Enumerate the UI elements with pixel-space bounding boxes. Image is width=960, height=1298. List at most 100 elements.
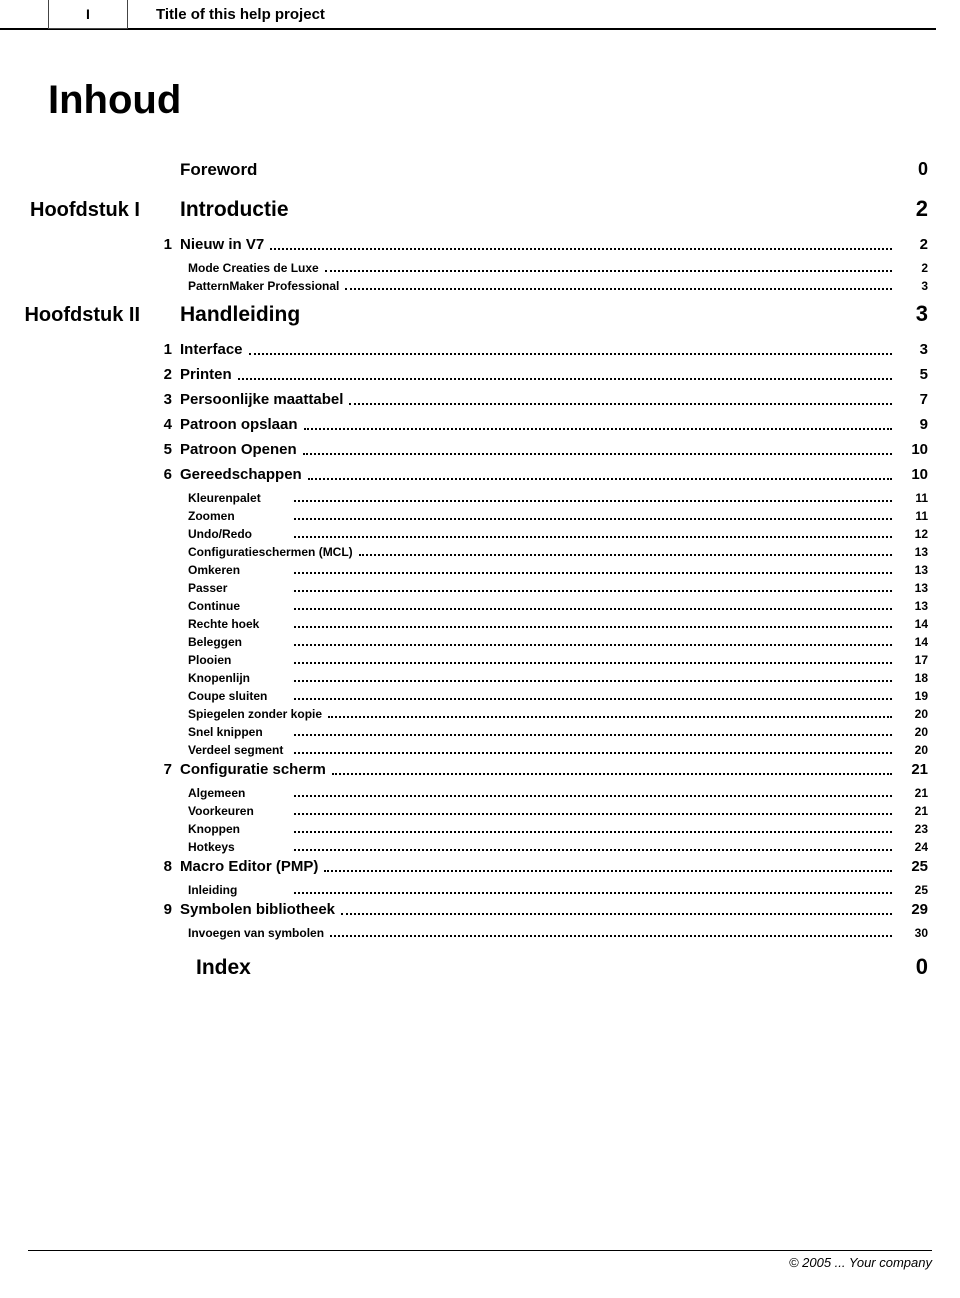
toc-section-number: 3 [148,391,172,408]
dot-leader [345,288,892,290]
toc-subsection: Beleggen14 [0,635,928,649]
dot-leader [294,518,892,520]
dot-leader [294,795,892,797]
toc-page: 20 [896,725,928,739]
toc-label: Interface [172,341,243,358]
toc-subsection: Omkeren13 [0,563,928,577]
header-title: Title of this help project [156,6,325,23]
toc-page: 9 [896,416,928,433]
dot-leader [294,752,892,754]
toc-sub-label: Verdeel segment [148,743,288,757]
toc-section: 7Configuratie scherm21 [0,761,928,778]
dot-leader [294,831,892,833]
toc-section-number: 1 [148,341,172,358]
toc-label: Introductie [172,198,289,222]
toc-label: Configuratie scherm [172,761,326,778]
toc-label: Macro Editor (PMP) [172,858,318,875]
toc-section-number: 2 [148,366,172,383]
toc-page: 2 [896,261,928,275]
toc-sub-label: Coupe sluiten [148,689,288,703]
toc-section: 4Patroon opslaan 9 [0,416,928,433]
toc-title: Inhoud [48,78,960,123]
toc-subsection: Kleurenpalet 11 [0,491,928,505]
toc-section-number: 6 [148,466,172,483]
toc-label: Handleiding [172,303,300,327]
toc-page: 17 [896,653,928,667]
dot-leader [325,270,892,272]
toc-sub-label: PatternMaker Professional [148,279,339,293]
toc-subsection: Passer13 [0,581,928,595]
toc-subsection: Voorkeuren21 [0,804,928,818]
toc-page: 11 [896,491,928,505]
toc-subsection: Undo/Redo 12 [0,527,928,541]
copyright-text: © 2005 ... Your company [789,1255,932,1270]
dot-leader [294,849,892,851]
toc-section: 2Printen5 [0,366,928,383]
toc-subsection: Verdeel segment 20 [0,743,928,757]
toc-subsection: Knopenlijn18 [0,671,928,685]
toc-subsection: Inleiding25 [0,883,928,897]
toc-page: 2 [896,236,928,253]
toc-page: 3 [896,301,928,327]
toc-sub-label: Zoomen [148,509,288,523]
dot-leader [294,626,892,628]
toc-sub-label: Kleurenpalet [148,491,288,505]
page-marker: I [86,6,90,22]
dot-leader [328,716,892,718]
toc-label: Patroon opslaan [172,416,298,433]
toc-chapter: Hoofdstuk IIntroductie2 [0,196,928,222]
toc-sub-label: Undo/Redo [148,527,288,541]
dot-leader [349,403,892,405]
toc-foreword: Foreword0 [0,159,928,180]
toc-page: 2 [896,196,928,222]
toc-section: 1Interface3 [0,341,928,358]
toc-sub-label: Algemeen [148,786,288,800]
toc-sub-label: Voorkeuren [148,804,288,818]
dot-leader [341,913,892,915]
toc-page: 13 [896,581,928,595]
toc-page: 13 [896,545,928,559]
toc-sub-label: Spiegelen zonder kopie [148,707,322,721]
toc-sub-label: Knoppen [148,822,288,836]
toc-page: 19 [896,689,928,703]
dot-leader [238,378,892,380]
toc-index: Index 0 [0,954,928,980]
toc-sub-label: Snel knippen [148,725,288,739]
toc-subsection: Rechte hoek14 [0,617,928,631]
toc-page: 11 [896,509,928,523]
toc-page: 25 [896,883,928,897]
toc-sub-label: Rechte hoek [148,617,288,631]
toc-section: 6Gereedschappen10 [0,466,928,483]
toc-subsection: Algemeen21 [0,786,928,800]
toc-label: Patroon Openen [172,441,297,458]
toc-subsection: Snel knippen 20 [0,725,928,739]
toc-label: Index [172,956,251,980]
dot-leader [294,590,892,592]
toc-label: Symbolen bibliotheek [172,901,335,918]
dot-leader [332,773,892,775]
toc-section-number: 8 [148,858,172,875]
toc-section-number: 1 [148,236,172,253]
toc-sub-label: Hotkeys [148,840,288,854]
toc-subsection: Continue13 [0,599,928,613]
dot-leader [294,644,892,646]
toc-sub-label: Invoegen van symbolen [148,926,324,940]
toc-page: 20 [896,743,928,757]
toc-sub-label: Knopenlijn [148,671,288,685]
toc-label: Foreword [172,160,257,180]
dot-leader [294,572,892,574]
toc-page: 30 [896,926,928,940]
toc-subsection: Hotkeys24 [0,840,928,854]
toc-page: 0 [896,954,928,980]
toc-subsection: Spiegelen zonder kopie20 [0,707,928,721]
page-number-box: I [48,0,128,29]
toc-sub-label: Configuratieschermen (MCL) [148,545,353,559]
toc-page: 12 [896,527,928,541]
dot-leader [294,536,892,538]
toc-subsection: Configuratieschermen (MCL) 13 [0,545,928,559]
toc-subsection: Zoomen 11 [0,509,928,523]
toc-page: 7 [896,391,928,408]
toc-page: 5 [896,366,928,383]
toc-section-number: 9 [148,901,172,918]
toc-section-number: 4 [148,416,172,433]
